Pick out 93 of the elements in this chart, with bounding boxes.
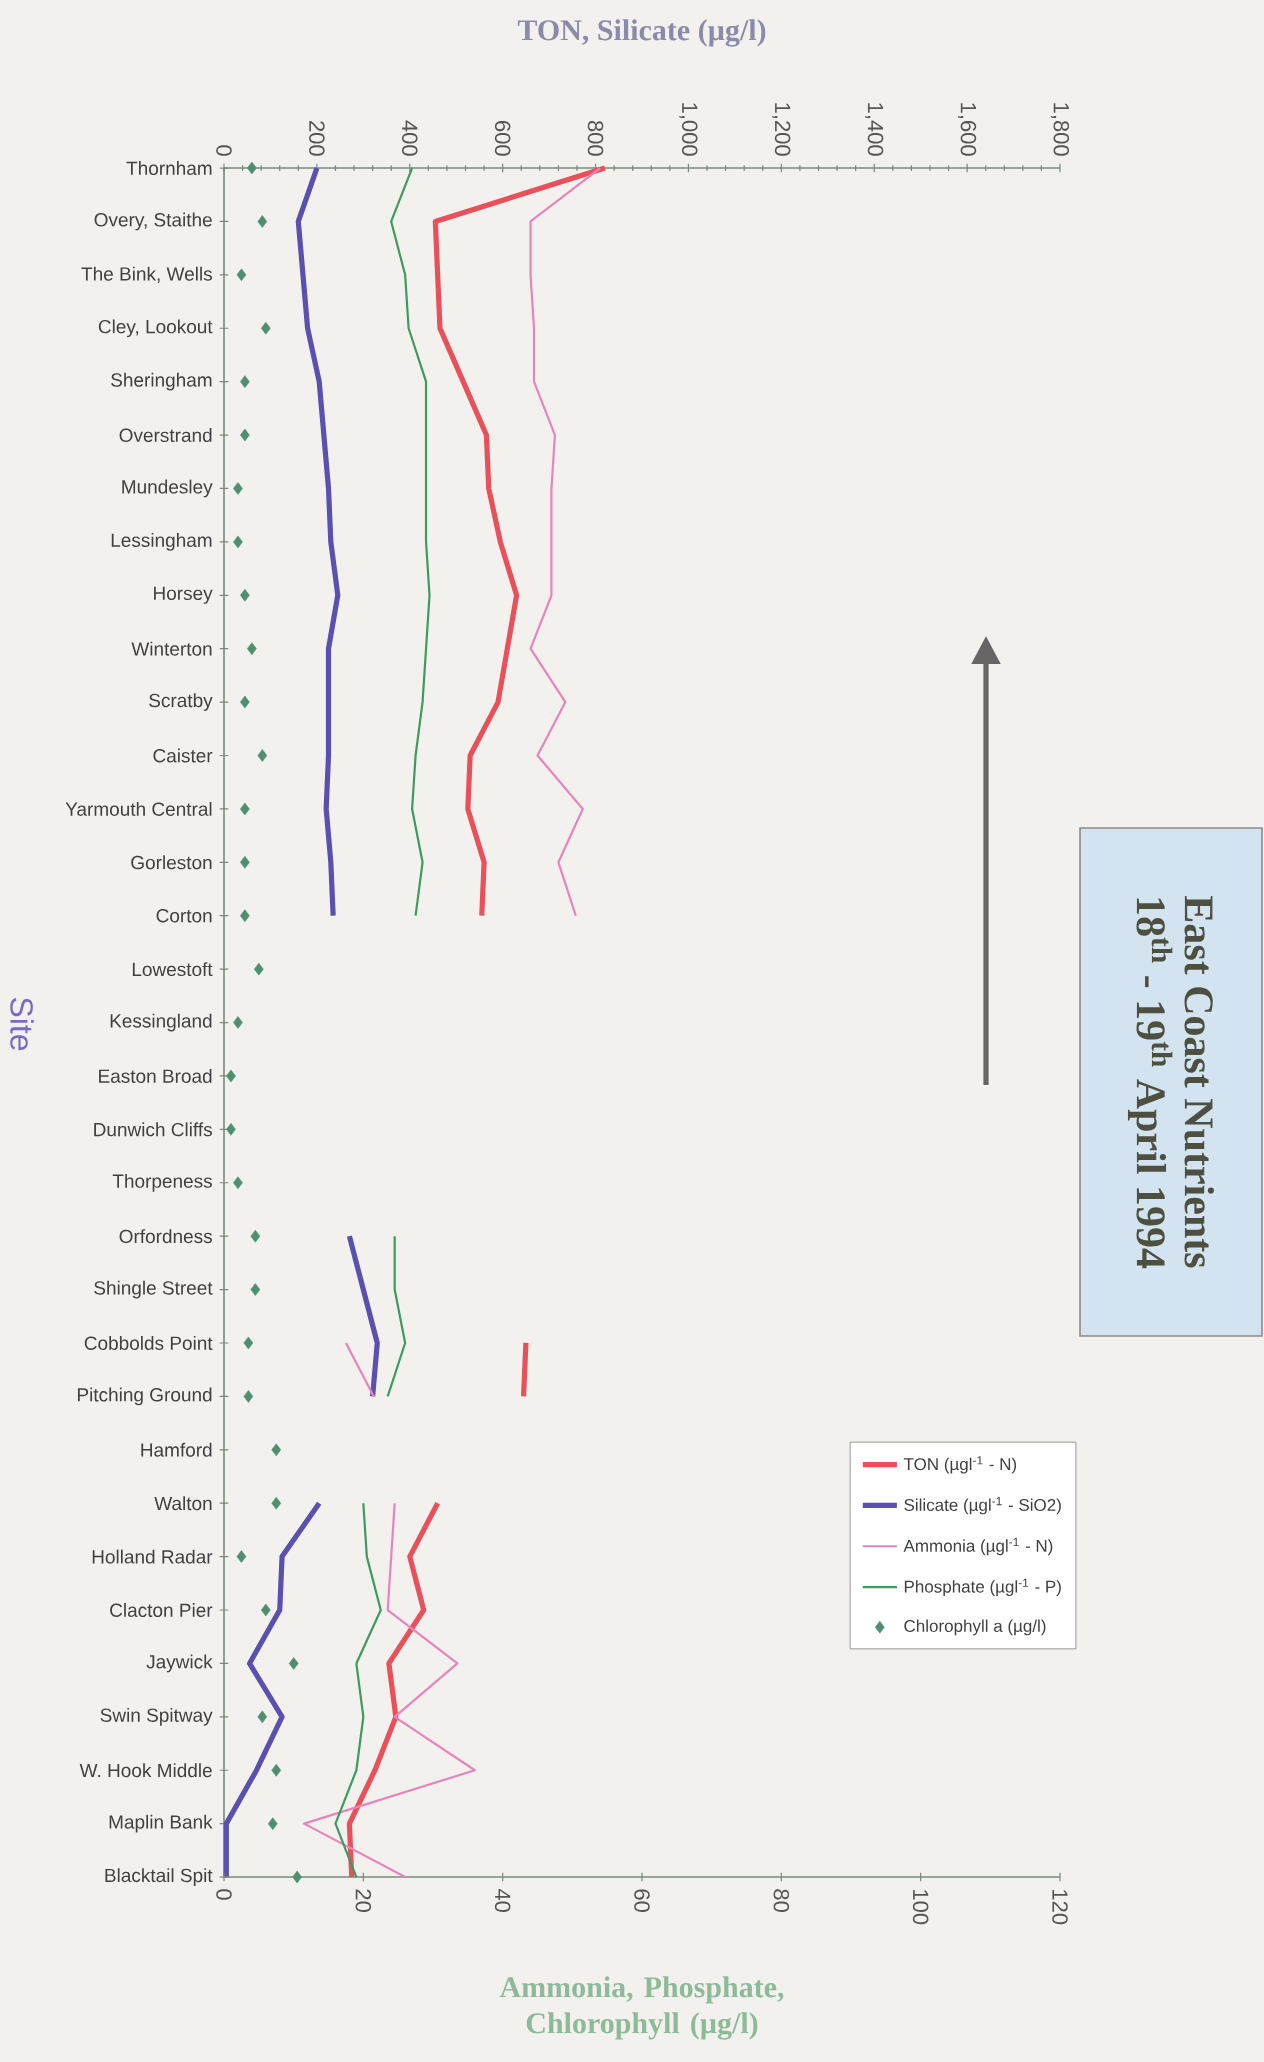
point [254, 962, 264, 976]
x2-tick-label: 1,600 [958, 103, 977, 156]
y-tick-label: Easton Broad [99, 1068, 212, 1083]
x2-tick-label: 0 [216, 145, 232, 156]
y-tick-label: Gorleston [131, 855, 212, 870]
y-tick-label: Lessingham [111, 533, 212, 551]
point [226, 1123, 236, 1136]
y-tick-label: Yarmouth Central [65, 801, 212, 816]
x-tick-label: 100 [912, 1890, 929, 1925]
point [240, 375, 250, 388]
point [233, 535, 243, 549]
x2-tick-label: 1,000 [679, 103, 698, 156]
y-tick-label: Mundesley [122, 479, 213, 498]
point [243, 1390, 254, 1403]
point [240, 909, 250, 923]
point [243, 1336, 254, 1350]
y-tick-label: Hamford [141, 1442, 212, 1457]
y-tick-label: Pitching Ground [77, 1387, 212, 1406]
y-tick-label: Jaywick [146, 1654, 213, 1673]
y-tick-label: Caister [153, 748, 213, 763]
point [240, 695, 250, 709]
point [240, 428, 250, 442]
x-tick-label: 40 [494, 1888, 511, 1912]
point [292, 1870, 302, 1884]
y-tick-label: Overy, Staithe [94, 212, 212, 231]
x2-tick-label: 1,800 [1050, 103, 1070, 156]
y-tick-label: W. Hook Middle [79, 1763, 212, 1778]
y-tick-label: The Bink, Wells [81, 266, 212, 283]
y-tick-label: Cley, Lookout [98, 319, 213, 338]
point [267, 1817, 278, 1830]
point [250, 1283, 261, 1296]
x-tick-label: 20 [355, 1889, 372, 1912]
y-tick-label: Thorpeness [112, 1173, 212, 1192]
y-tick-label: Shingle Street [94, 1280, 213, 1299]
point [236, 268, 247, 282]
x2-tick-label: 1,200 [772, 103, 791, 156]
x2-tick-label: 1,400 [865, 103, 884, 156]
point [233, 482, 243, 495]
y-tick-label: Maplin Bank [109, 1814, 213, 1833]
y-axis-title: Site [10, 997, 34, 1051]
y-tick-label: Winterton [131, 641, 212, 656]
text: 18$^{th}$ - 19$^{th}$ April 1994 [1127, 898, 1173, 1269]
y-tick-label: Walton [154, 1496, 212, 1511]
point [233, 1016, 243, 1029]
point [261, 1603, 271, 1617]
x-tick-label: 80 [773, 1889, 790, 1912]
point [257, 1710, 268, 1724]
y-tick-label: Cobbolds Point [84, 1336, 213, 1350]
legend-label: Chlorophyll a (µg/l) [904, 1619, 1046, 1636]
y-tick-label: Scratby [149, 693, 213, 711]
y-tick-label: Holland Radar [92, 1549, 213, 1564]
point [247, 642, 257, 655]
point [288, 1657, 299, 1670]
point [226, 1069, 236, 1083]
point [240, 588, 250, 602]
point [271, 1763, 282, 1777]
point [271, 1443, 282, 1457]
point [261, 321, 271, 335]
legend-label: Silicate (µgl$^{-1}$ - SiO2) [904, 1497, 1061, 1515]
x-tick-label: 0 [216, 1889, 232, 1900]
point [233, 1176, 243, 1190]
y-tick-label: Swin Spitway [100, 1707, 213, 1726]
y-tick-label: Overstrand [119, 428, 212, 443]
point [271, 1496, 282, 1510]
y-tick-label: Orfordness [119, 1229, 212, 1244]
point [257, 215, 268, 228]
point [247, 161, 257, 175]
x-tick-label: 120 [1052, 1890, 1068, 1925]
y-tick-label: Sheringham [111, 372, 212, 391]
y-tick-label: Horsey [154, 586, 213, 604]
point [257, 749, 268, 762]
y-tick-label: Clacton Pier [110, 1603, 213, 1617]
y-tick-label: Dunwich Cliffs [94, 1122, 212, 1137]
x-tick-label: 60 [634, 1889, 650, 1912]
text: East Coast Nutrients [1184, 896, 1215, 1268]
y-tick-label: Thornham [126, 161, 212, 176]
point [236, 1550, 247, 1563]
x2-tick-label: 800 [587, 120, 604, 156]
y-tick-label: Kessingland [110, 1013, 212, 1032]
x2-axis-title: TON, Silicate (µg/l) [517, 19, 766, 47]
point [250, 1229, 261, 1243]
y-tick-label: Lowestoft [132, 962, 213, 977]
point [240, 802, 250, 816]
x2-tick-label: 400 [401, 120, 418, 156]
legend-label: Phosphate (µgl$^{-1}$ - P) [904, 1578, 1061, 1597]
x2-tick-label: 200 [309, 121, 325, 156]
x2-tick-label: 600 [494, 121, 511, 156]
point [240, 856, 250, 869]
x-axis-title: Ammonia, Phosphate, Chlorophyll (µg/l) [499, 1976, 784, 2040]
y-tick-label: Corton [156, 909, 212, 923]
legend-label: Ammonia (µgl$^{-1}$ - N) [903, 1537, 1053, 1556]
legend-label: TON (µgl$^{-1}$ - N) [903, 1456, 1017, 1474]
y-tick-label: Blacktail Spit [105, 1868, 213, 1886]
